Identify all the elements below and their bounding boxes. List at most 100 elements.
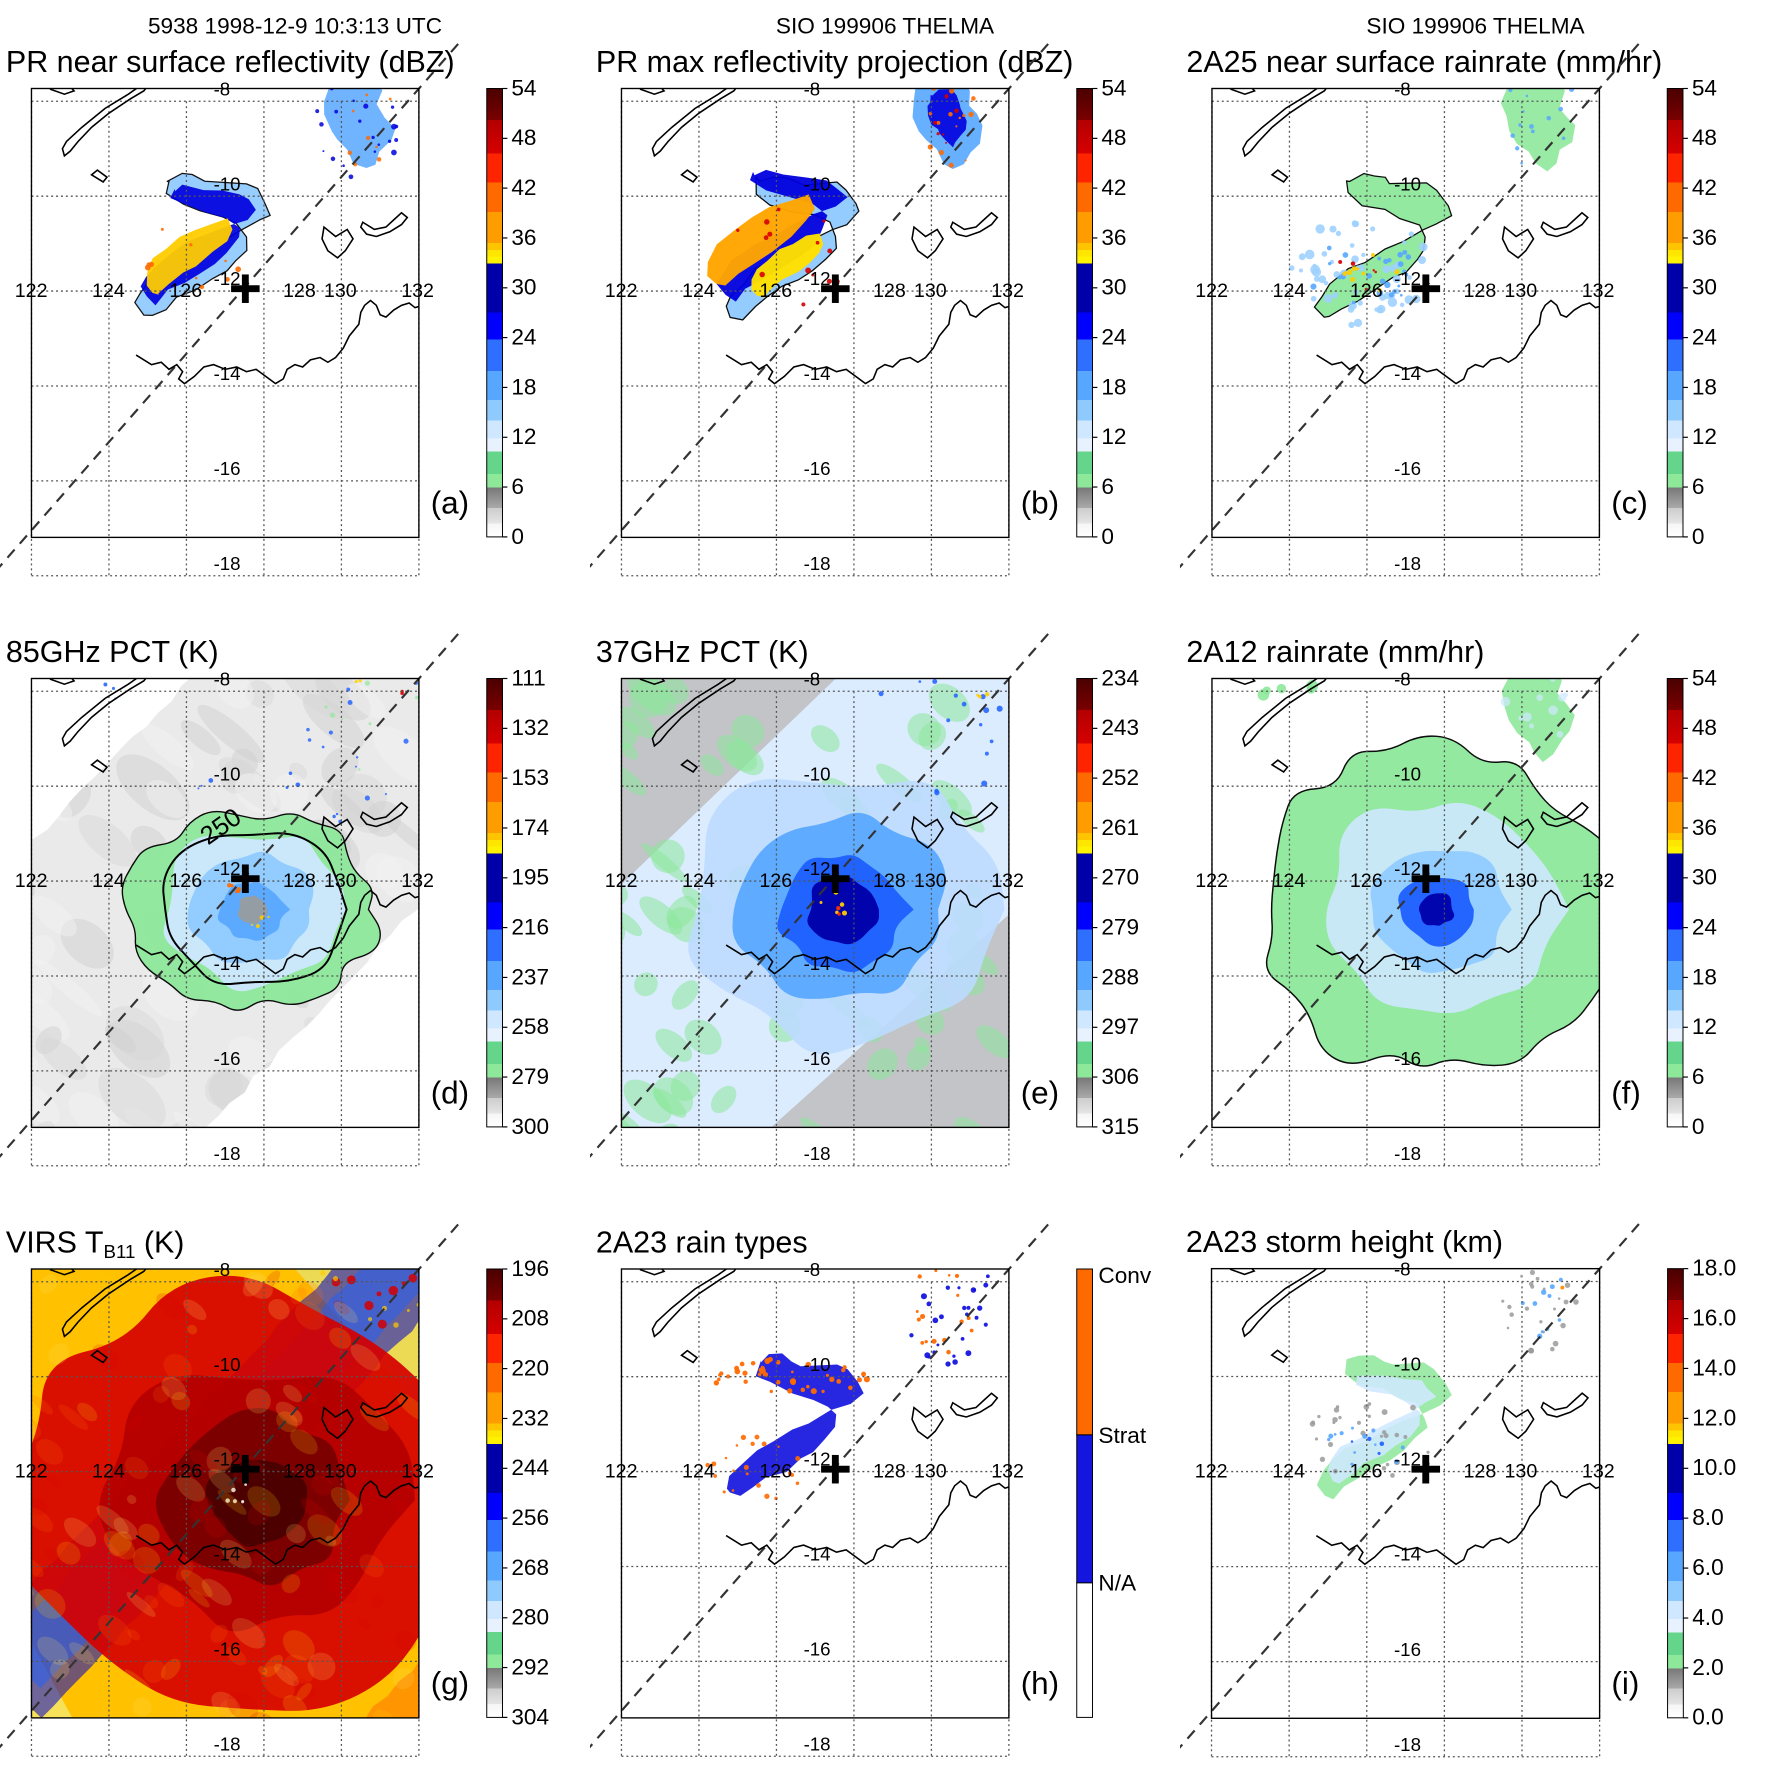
svg-text:130: 130 xyxy=(914,870,947,892)
svg-text:128: 128 xyxy=(1464,870,1497,892)
svg-text:2A12 rainrate (mm/hr): 2A12 rainrate (mm/hr) xyxy=(1186,635,1484,669)
svg-text:(g): (g) xyxy=(431,1666,469,1701)
svg-text:126: 126 xyxy=(169,1460,202,1482)
svg-text:N/A: N/A xyxy=(1098,1571,1137,1596)
svg-text:124: 124 xyxy=(92,1460,125,1482)
svg-text:SIO 199906 THELMA: SIO 199906 THELMA xyxy=(1366,13,1585,38)
svg-text:6: 6 xyxy=(1692,1064,1705,1089)
svg-text:244: 244 xyxy=(511,1455,549,1480)
svg-text:Strat: Strat xyxy=(1098,1423,1146,1448)
svg-text:-18: -18 xyxy=(804,1733,831,1754)
svg-text:(d): (d) xyxy=(431,1075,469,1110)
svg-text:128: 128 xyxy=(283,280,316,302)
svg-text:130: 130 xyxy=(324,280,357,302)
svg-text:SIO 199906 THELMA: SIO 199906 THELMA xyxy=(776,13,995,38)
svg-text:132: 132 xyxy=(401,870,434,892)
svg-text:(h): (h) xyxy=(1021,1666,1059,1701)
svg-text:54: 54 xyxy=(1692,665,1717,690)
svg-text:0: 0 xyxy=(1692,524,1705,549)
svg-text:-16: -16 xyxy=(1394,1048,1421,1069)
svg-text:297: 297 xyxy=(1101,1014,1139,1039)
svg-text:Conv: Conv xyxy=(1098,1263,1151,1288)
svg-text:132: 132 xyxy=(401,1460,434,1482)
svg-text:-16: -16 xyxy=(804,1638,831,1659)
svg-text:(b): (b) xyxy=(1021,485,1059,520)
svg-text:6: 6 xyxy=(511,474,524,499)
svg-text:-16: -16 xyxy=(804,1048,831,1069)
svg-text:12: 12 xyxy=(511,424,536,449)
svg-text:PR max reflectivity projection: PR max reflectivity projection (dBZ) xyxy=(596,45,1073,79)
svg-text:-18: -18 xyxy=(214,1143,241,1164)
svg-text:-14: -14 xyxy=(1394,363,1421,384)
svg-text:0: 0 xyxy=(511,524,524,549)
svg-text:261: 261 xyxy=(1101,815,1139,840)
svg-text:232: 232 xyxy=(511,1405,549,1430)
svg-text:30: 30 xyxy=(1692,865,1717,890)
svg-text:30: 30 xyxy=(511,275,536,300)
svg-text:124: 124 xyxy=(682,870,715,892)
svg-text:174: 174 xyxy=(511,815,549,840)
svg-text:126: 126 xyxy=(759,1460,792,1482)
svg-text:-14: -14 xyxy=(214,1544,241,1565)
svg-text:288: 288 xyxy=(1101,964,1139,989)
svg-text:132: 132 xyxy=(511,715,549,740)
svg-text:132: 132 xyxy=(1582,870,1615,892)
svg-text:(e): (e) xyxy=(1021,1075,1059,1110)
svg-text:126: 126 xyxy=(759,280,792,302)
svg-text:124: 124 xyxy=(1273,870,1306,892)
svg-text:270: 270 xyxy=(1101,865,1139,890)
svg-text:-10: -10 xyxy=(214,1354,241,1375)
svg-text:128: 128 xyxy=(873,870,906,892)
svg-text:124: 124 xyxy=(92,870,125,892)
svg-text:128: 128 xyxy=(283,870,316,892)
svg-text:-14: -14 xyxy=(214,363,241,384)
svg-text:0: 0 xyxy=(1101,524,1114,549)
svg-text:12: 12 xyxy=(1692,1014,1717,1039)
svg-text:237: 237 xyxy=(511,964,549,989)
svg-text:252: 252 xyxy=(1101,765,1139,790)
svg-text:-14: -14 xyxy=(1394,1544,1421,1565)
svg-text:2A23 storm height (km): 2A23 storm height (km) xyxy=(1186,1225,1503,1259)
svg-text:30: 30 xyxy=(1692,275,1717,300)
svg-text:18: 18 xyxy=(1101,374,1126,399)
svg-text:126: 126 xyxy=(169,280,202,302)
svg-text:126: 126 xyxy=(1350,280,1383,302)
svg-text:42: 42 xyxy=(1101,175,1126,200)
svg-text:243: 243 xyxy=(1101,715,1139,740)
svg-text:0.0: 0.0 xyxy=(1692,1704,1723,1730)
svg-text:111: 111 xyxy=(511,665,545,690)
svg-text:-18: -18 xyxy=(804,553,831,574)
svg-text:195: 195 xyxy=(511,865,549,890)
svg-text:-18: -18 xyxy=(1394,1734,1421,1755)
svg-text:279: 279 xyxy=(1101,914,1139,939)
svg-text:130: 130 xyxy=(324,1460,357,1482)
svg-text:300: 300 xyxy=(511,1114,549,1139)
svg-text:24: 24 xyxy=(1692,324,1717,349)
svg-text:4.0: 4.0 xyxy=(1692,1604,1723,1630)
svg-text:132: 132 xyxy=(401,280,434,302)
svg-text:36: 36 xyxy=(1692,815,1717,840)
svg-text:-14: -14 xyxy=(804,363,831,384)
svg-text:6: 6 xyxy=(1101,474,1114,499)
svg-text:-14: -14 xyxy=(804,1544,831,1565)
svg-text:-10: -10 xyxy=(1394,763,1421,784)
svg-text:(i): (i) xyxy=(1611,1665,1639,1701)
svg-text:VIRS TB11 (K): VIRS TB11 (K) xyxy=(6,1225,185,1262)
svg-text:18: 18 xyxy=(1692,374,1717,399)
svg-text:-16: -16 xyxy=(214,1638,241,1659)
svg-text:124: 124 xyxy=(682,1460,715,1482)
svg-text:(f): (f) xyxy=(1611,1075,1641,1110)
svg-text:130: 130 xyxy=(324,870,357,892)
svg-text:-18: -18 xyxy=(214,553,241,574)
svg-text:132: 132 xyxy=(1582,1460,1615,1482)
svg-text:36: 36 xyxy=(511,225,536,250)
svg-text:48: 48 xyxy=(1692,125,1717,150)
svg-text:124: 124 xyxy=(682,280,715,302)
svg-text:132: 132 xyxy=(1582,280,1615,302)
svg-text:0: 0 xyxy=(1692,1114,1705,1139)
svg-text:12: 12 xyxy=(1692,424,1717,449)
svg-text:PR near surface reflectivity (: PR near surface reflectivity (dBZ) xyxy=(6,45,455,79)
svg-text:54: 54 xyxy=(1692,75,1717,100)
svg-text:-18: -18 xyxy=(214,1733,241,1754)
svg-text:24: 24 xyxy=(1101,324,1126,349)
